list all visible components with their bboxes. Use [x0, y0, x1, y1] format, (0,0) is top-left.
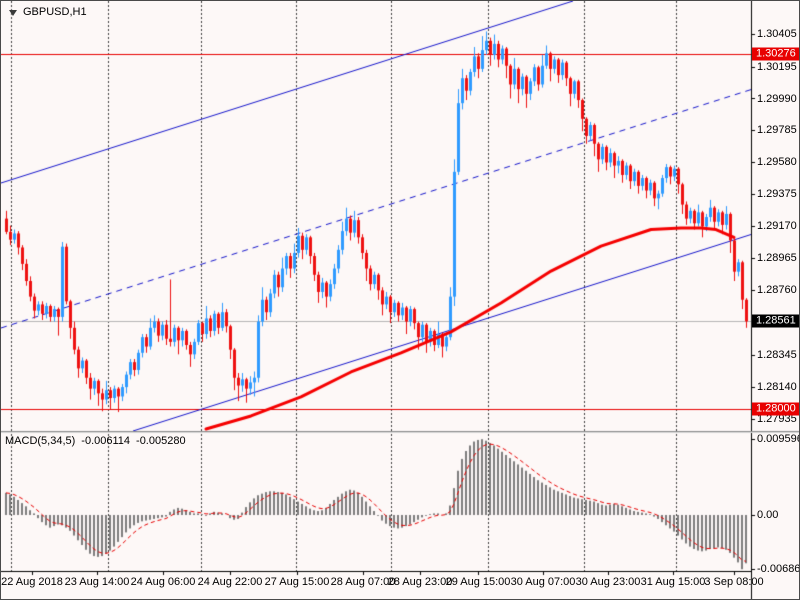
time-tick-label: 22 Aug 2018 — [1, 576, 63, 588]
level-price-box: 1.28000 — [752, 402, 799, 416]
level-price-box: 1.30276 — [752, 47, 799, 61]
time-tick-label: 24 Aug 06:00 — [130, 576, 196, 588]
macd-indicator-label: MACD(5,34,5) -0.006114 -0.005280 — [5, 435, 192, 447]
time-tick-label: 30 Aug 07:00 — [510, 576, 576, 588]
price-tick-label: 1.30195 — [757, 60, 797, 73]
price-tick-label: 1.28140 — [757, 381, 797, 394]
symbol-period-label: GBPUSD,H1 — [23, 6, 87, 18]
price-tick-label: 1.29785 — [757, 124, 797, 137]
macd-signal-value: -0.005280 — [136, 435, 186, 447]
price-tick-label: 1.27935 — [757, 413, 797, 426]
price-tick-label: 1.30405 — [757, 27, 797, 40]
price-tick-label: 1.29170 — [757, 220, 797, 233]
price-tick-label: 1.29580 — [757, 156, 797, 169]
time-tick-label: 28 Aug 23:00 — [387, 576, 453, 588]
macd-value: -0.006114 — [81, 435, 131, 447]
time-tick-label: 28 Aug 07:00 — [330, 576, 396, 588]
time-tick-label: 23 Aug 14:00 — [64, 576, 130, 588]
time-tick-label: 24 Aug 22:00 — [197, 576, 263, 588]
price-tick-label: 1.29375 — [757, 188, 797, 201]
macd-name: MACD(5,34,5) — [5, 435, 76, 447]
current-price-box: 1.28561 — [752, 314, 799, 328]
time-tick-label: 29 Aug 15:00 — [445, 576, 511, 588]
price-tick-label: 1.29990 — [757, 92, 797, 105]
time-tick-label: 30 Aug 23:00 — [575, 576, 641, 588]
price-tick-label: 1.28965 — [757, 252, 797, 265]
macd-tick-label: 0.009596 — [757, 433, 800, 446]
time-tick-label: 31 Aug 15:00 — [640, 576, 706, 588]
time-tick-label: 27 Aug 15:00 — [264, 576, 330, 588]
price-tick-label: 1.28760 — [757, 284, 797, 297]
chart-shift-triangle-icon[interactable] — [9, 10, 17, 16]
macd-tick-label: 0.00 — [757, 509, 779, 521]
price-tick-label: 1.28345 — [757, 349, 797, 362]
time-tick-label: 3 Sep 08:00 — [704, 576, 764, 588]
